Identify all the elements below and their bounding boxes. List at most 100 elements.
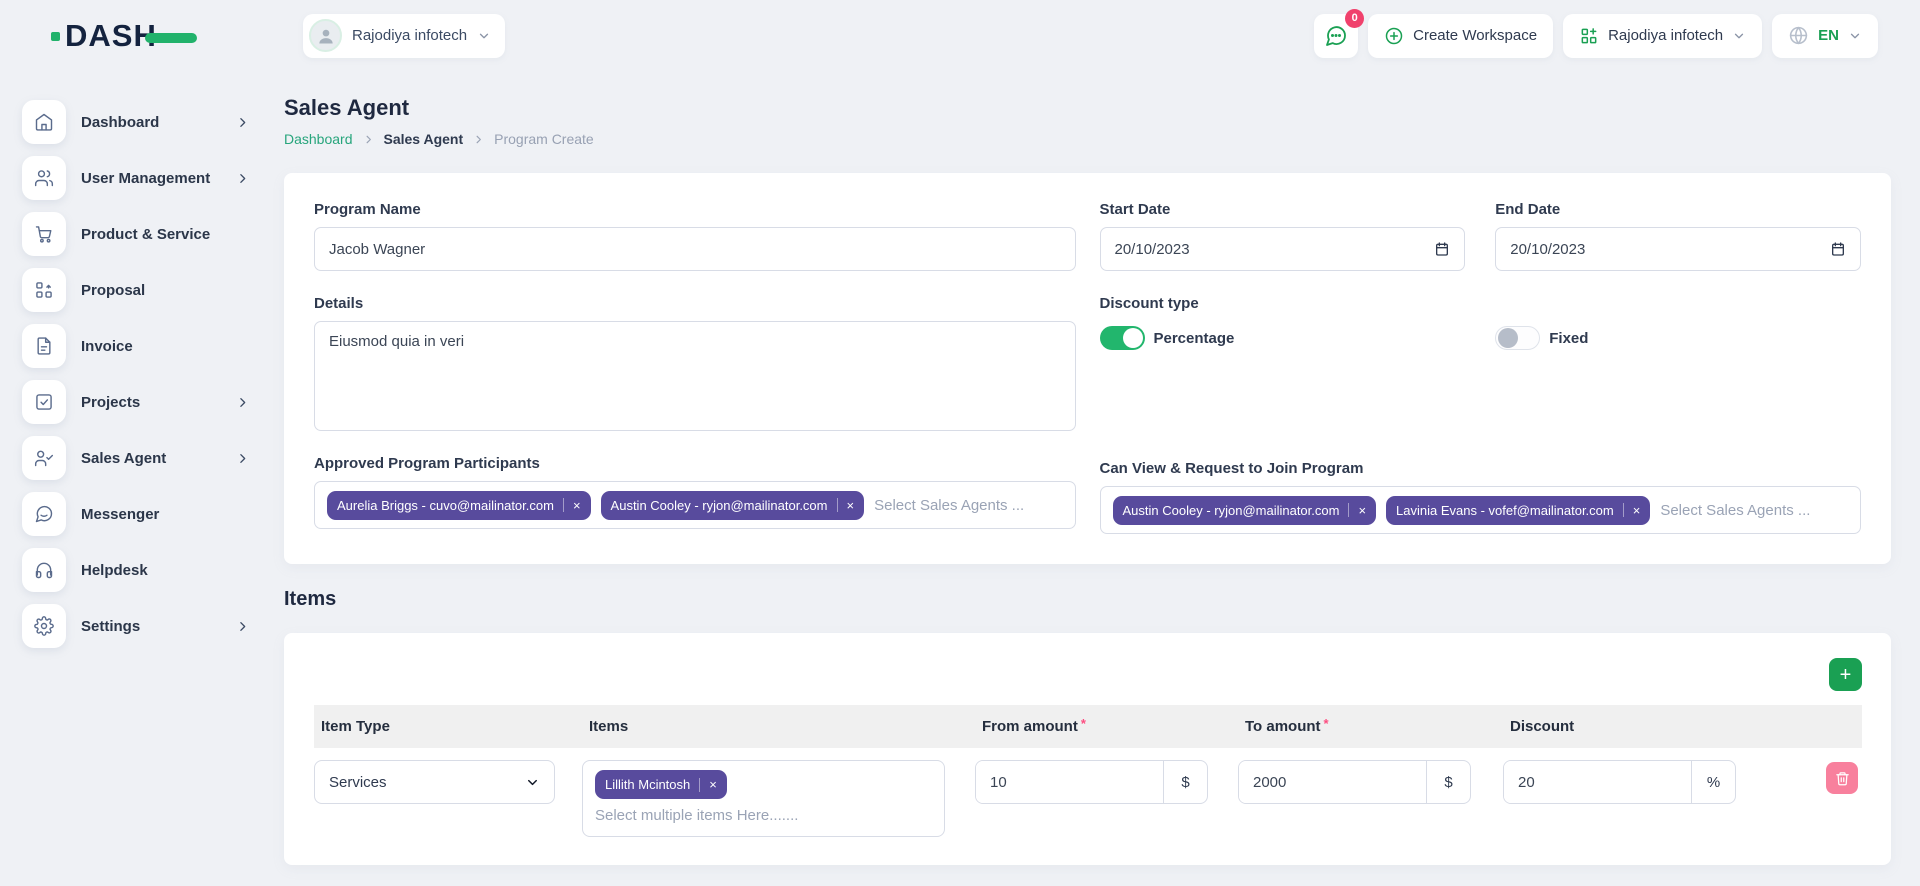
cart-icon (22, 212, 66, 256)
items-card: + Item Type Items From amount * To amount… (284, 633, 1891, 865)
header-from-amount: From amount * (982, 716, 1086, 735)
calendar-icon (1832, 242, 1844, 256)
discount-unit: % (1691, 761, 1735, 803)
view-request-label: Can View & Request to Join Program (1099, 460, 1364, 477)
breadcrumb: Dashboard Sales Agent Program Create (284, 131, 1891, 147)
workspace-label: Rajodiya infotech (352, 27, 468, 44)
breadcrumb-sales-agent[interactable]: Sales Agent (383, 131, 464, 147)
from-amount-input[interactable] (976, 761, 1163, 803)
topbar-actions: 0 Create Workspace Rajodiya infotech EN (1314, 8, 1878, 58)
chevron-right-icon (240, 117, 246, 127)
percentage-label: Percentage (1153, 329, 1235, 347)
to-amount-group: $ (1238, 760, 1471, 804)
end-date-label: End Date (1495, 201, 1561, 218)
sidebar-item-product-service[interactable]: Product & Service (22, 212, 283, 256)
from-amount-cell: $ (975, 760, 1238, 804)
sidebar-item-projects[interactable]: Projects (22, 380, 283, 424)
chevron-down-icon (1735, 33, 1744, 38)
invoice-icon (22, 324, 66, 368)
chat-bubble-icon (22, 492, 66, 536)
items-section-title: Items (284, 588, 337, 610)
dates-row: Start Date 20/10/2023 End Date 20/10/202… (1099, 201, 1861, 271)
user-avatar-icon (318, 29, 333, 43)
breadcrumb-dashboard[interactable]: Dashboard (284, 131, 353, 147)
items-table-header: Item Type Items From amount * To amount * … (314, 705, 1862, 748)
chevron-right-icon (240, 397, 246, 407)
program-form-card: Program Name Details Eiusmod quia in ver… (284, 173, 1891, 564)
view-request-input[interactable]: Austin Cooley - ryjon@mailinator.com × L… (1099, 486, 1861, 534)
logo-accent-dot (51, 31, 60, 41)
header-to-amount: To amount * (1245, 716, 1329, 735)
items-placeholder: Select multiple items Here....... (595, 807, 799, 824)
required-asterisk: * (1323, 716, 1329, 731)
globe-icon (1789, 26, 1808, 45)
end-date-input[interactable]: 20/10/2023 (1495, 227, 1861, 271)
discount-input[interactable] (1504, 761, 1691, 803)
sidebar-item-dashboard[interactable]: Dashboard (22, 100, 283, 144)
add-item-button[interactable]: + (1829, 658, 1862, 691)
logo-accent-bar (144, 32, 197, 43)
chevron-right-icon (240, 453, 246, 463)
remove-tag-icon[interactable]: × (572, 497, 581, 513)
sidebar: Dashboard User Management Product & Serv… (0, 71, 283, 886)
fixed-toggle[interactable] (1495, 326, 1541, 350)
sidebar-item-messenger[interactable]: Messenger (22, 492, 283, 536)
details-group: Details Eiusmod quia in veri (314, 295, 1076, 431)
percentage-toggle[interactable] (1099, 326, 1145, 350)
sidebar-item-sales-agent[interactable]: Sales Agent (22, 436, 283, 480)
chevron-down-icon (479, 33, 489, 38)
discount-type-options: Percentage Fixed (1099, 326, 1862, 350)
remove-tag-icon[interactable]: × (709, 777, 717, 792)
language-selector[interactable]: EN (1772, 13, 1878, 58)
remove-tag-icon[interactable]: × (1358, 502, 1367, 518)
remove-tag-icon[interactable]: × (1632, 502, 1641, 518)
company-label: Rajodiya infotech (1608, 27, 1724, 44)
header-item-type: Item Type (321, 718, 390, 735)
sidebar-item-user-management[interactable]: User Management (22, 156, 283, 200)
gear-icon (22, 604, 66, 648)
details-label: Details (314, 295, 364, 312)
sidebar-item-invoice[interactable]: Invoice (22, 324, 283, 368)
row-actions-cell (1826, 760, 1862, 794)
participant-tag: Lavinia Evans - vofef@mailinator.com × (1386, 495, 1651, 525)
grid-plus-icon (1581, 27, 1597, 43)
to-amount-unit: $ (1426, 761, 1470, 803)
program-name-label: Program Name (314, 201, 421, 218)
sidebar-item-settings[interactable]: Settings (22, 604, 283, 648)
sidebar-item-proposal[interactable]: Proposal (22, 268, 283, 312)
item-type-select[interactable]: Services (314, 760, 555, 804)
company-selector[interactable]: Rajodiya infotech (1563, 13, 1763, 58)
to-amount-cell: $ (1238, 760, 1503, 804)
sidebar-item-helpdesk[interactable]: Helpdesk (22, 548, 283, 592)
brand-logo: DASH (51, 17, 215, 54)
workspace-selector[interactable]: Rajodiya infotech (303, 13, 506, 58)
delete-row-button[interactable] (1826, 762, 1858, 794)
language-label: EN (1818, 27, 1839, 44)
remove-tag-icon[interactable]: × (846, 497, 855, 513)
plus-circle-icon (1385, 27, 1403, 44)
page-title: Sales Agent (284, 95, 410, 120)
proposal-icon (22, 268, 66, 312)
participant-tag: Austin Cooley - ryjon@mailinator.com × (1112, 495, 1377, 525)
trash-icon (1835, 771, 1849, 785)
messenger-button[interactable]: 0 (1314, 8, 1365, 58)
to-amount-input[interactable] (1239, 761, 1426, 803)
brand-name: DASH (65, 17, 157, 53)
items-multiselect[interactable]: Lillith Mcintosh × Select multiple items… (582, 760, 945, 837)
avatar (309, 19, 342, 52)
users-icon (22, 156, 66, 200)
create-workspace-button[interactable]: Create Workspace (1368, 13, 1554, 58)
details-textarea[interactable]: Eiusmod quia in veri (314, 321, 1076, 431)
view-request-group: Can View & Request to Join Program Austi… (1099, 460, 1861, 534)
breadcrumb-program-create: Program Create (494, 131, 594, 147)
program-name-input[interactable] (314, 227, 1076, 271)
header-items: Items (589, 718, 629, 735)
program-name-group: Program Name (314, 201, 1076, 271)
form-right-column: Start Date 20/10/2023 End Date 20/10/202… (1099, 201, 1862, 534)
approved-participants-input[interactable]: Aurelia Briggs - cuvo@mailinator.com × A… (314, 481, 1076, 529)
participant-tag: Austin Cooley - ryjon@mailinator.com × (600, 490, 865, 520)
chevron-down-icon (1850, 33, 1860, 38)
add-row: + (314, 658, 1862, 691)
discount-type-label: Discount type (1099, 295, 1199, 312)
start-date-input[interactable]: 20/10/2023 (1099, 227, 1466, 271)
